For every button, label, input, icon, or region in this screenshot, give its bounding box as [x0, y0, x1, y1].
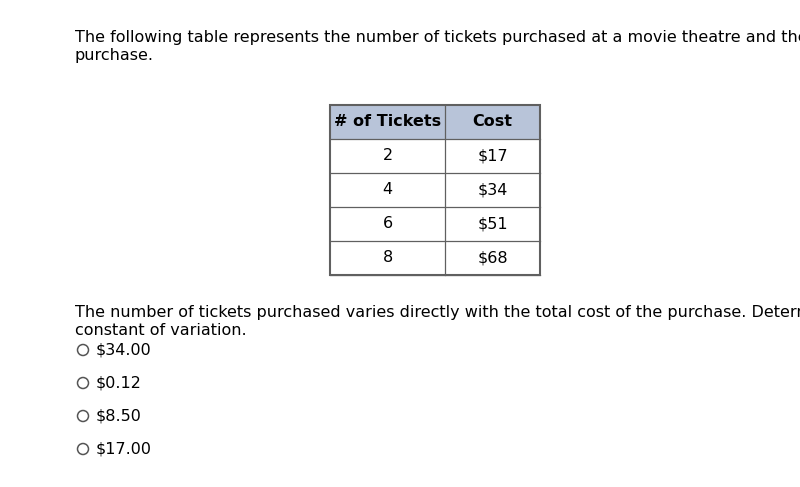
Text: $17: $17: [477, 149, 508, 164]
Text: The number of tickets purchased varies directly with the total cost of the purch: The number of tickets purchased varies d…: [75, 305, 800, 320]
Text: The following table represents the number of tickets purchased at a movie theatr: The following table represents the numbe…: [75, 30, 800, 45]
Bar: [330, 173, 540, 207]
Text: Cost: Cost: [473, 114, 513, 130]
Text: 6: 6: [382, 217, 393, 231]
Bar: [330, 207, 540, 241]
Text: $8.50: $8.50: [96, 409, 142, 424]
Bar: [330, 139, 540, 173]
Text: $0.12: $0.12: [96, 375, 142, 391]
Text: 2: 2: [382, 149, 393, 164]
Bar: [330, 105, 540, 139]
Bar: [330, 105, 540, 275]
Text: $68: $68: [477, 250, 508, 265]
Text: 4: 4: [382, 183, 393, 198]
Text: 8: 8: [382, 250, 393, 265]
Text: $34.00: $34.00: [96, 342, 152, 357]
Text: $17.00: $17.00: [96, 442, 152, 456]
Bar: [330, 241, 540, 275]
Text: # of Tickets: # of Tickets: [334, 114, 441, 130]
Text: $51: $51: [477, 217, 508, 231]
Text: constant of variation.: constant of variation.: [75, 323, 246, 338]
Text: purchase.: purchase.: [75, 48, 154, 63]
Text: $34: $34: [478, 183, 508, 198]
